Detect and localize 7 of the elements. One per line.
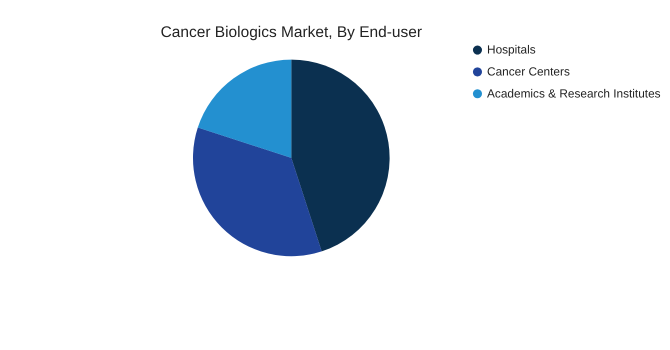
legend-label: Hospitals: [487, 42, 536, 57]
pie-slice: [198, 60, 292, 158]
legend-label: Academics & Research Institutes: [487, 86, 661, 100]
chart-title: Cancer Biologics Market, By End-user: [160, 24, 422, 41]
pie-slice: [193, 128, 322, 256]
legend-label: Cancer Centers: [487, 64, 570, 79]
pie-slice: [291, 60, 390, 252]
